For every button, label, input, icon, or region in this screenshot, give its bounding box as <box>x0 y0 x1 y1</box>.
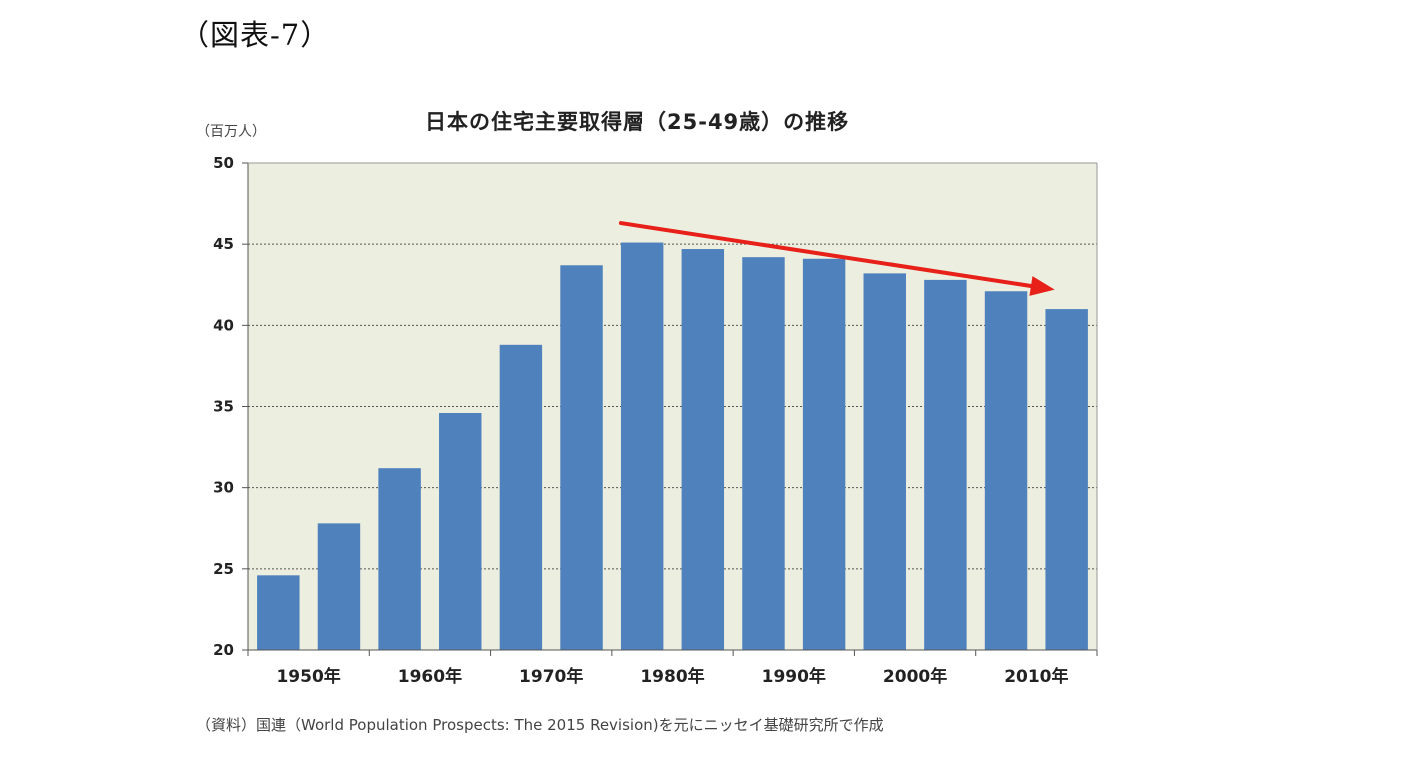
bar-2010 <box>984 291 1028 650</box>
y-tick-label: 30 <box>213 479 234 497</box>
bars <box>257 242 1088 650</box>
x-tick-label: 1970年 <box>519 666 583 687</box>
chart-title: 日本の住宅主要取得層（25-49歳）の推移 <box>425 110 850 134</box>
bar-1980 <box>620 242 664 650</box>
y-tick-label: 35 <box>213 398 234 416</box>
y-tick-label: 40 <box>213 316 234 334</box>
figure-label: （図表-7） <box>180 18 331 52</box>
y-axis-unit-label: （百万人） <box>196 124 266 140</box>
bar-1950 <box>257 575 300 650</box>
x-tick-label: 1960年 <box>398 666 462 687</box>
x-tick-label: 1990年 <box>762 666 826 687</box>
bar-1960 <box>378 468 421 650</box>
x-tick-label: 2000年 <box>883 666 947 687</box>
x-tick-label: 1950年 <box>276 666 340 687</box>
bar-1975 <box>560 265 603 650</box>
bar-2015 <box>1045 309 1088 650</box>
axes: 20 25 30 35 40 45 50 1950年 1960年 1970年 1980年 1990年 2… <box>213 154 1098 687</box>
source-note: （資料）国連（World Population Prospects: The 2… <box>196 716 884 734</box>
bar-1995 <box>802 258 846 650</box>
y-tick-label: 25 <box>213 560 234 578</box>
bar-1965 <box>439 412 482 650</box>
bar-1955 <box>317 523 361 650</box>
x-tick-label: 2010年 <box>1004 666 1068 687</box>
bar-1990 <box>742 257 785 650</box>
bar-2005 <box>924 279 967 650</box>
y-tick-label: 50 <box>213 154 234 172</box>
bar-1970 <box>499 344 543 650</box>
y-tick-label: 45 <box>213 235 234 253</box>
trend-arrow-shaft <box>618 221 1033 288</box>
bar-1985 <box>681 249 725 650</box>
trend-arrow-head <box>1029 276 1055 296</box>
trend-arrow-layer <box>618 221 1055 296</box>
y-tick-label: 20 <box>213 641 234 659</box>
bar-2000 <box>863 273 906 650</box>
x-tick-label: 1980年 <box>640 666 704 687</box>
